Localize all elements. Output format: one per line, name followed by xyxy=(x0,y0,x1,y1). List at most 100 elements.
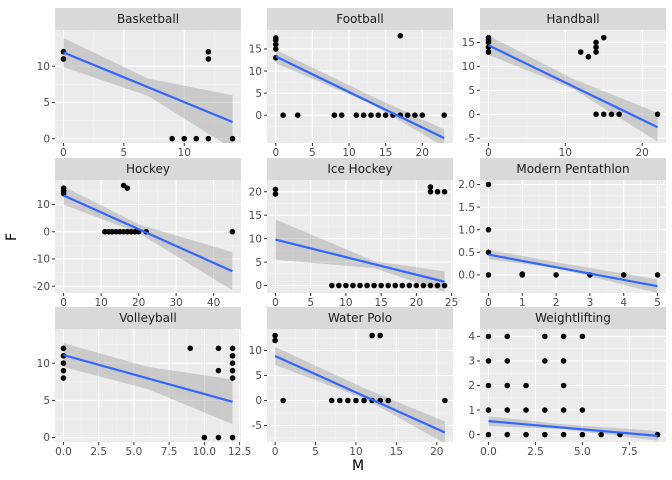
y-tick-label: 5 xyxy=(43,395,50,407)
data-point xyxy=(579,333,586,340)
facet-panel: Water Polo 0 5 10 15 20 -5 0 5 10 xyxy=(249,307,453,458)
facet-strip xyxy=(55,8,241,30)
x-tick-label: 5 xyxy=(121,147,128,159)
data-point xyxy=(229,345,236,352)
confidence-band xyxy=(275,219,445,292)
x-tick-label: 1 xyxy=(519,297,526,309)
data-point xyxy=(294,112,301,118)
y-tick-label: -10 xyxy=(33,254,50,266)
data-point xyxy=(504,407,511,413)
y-tick-label: 5 xyxy=(255,257,262,269)
y-axis-title: F xyxy=(4,233,20,241)
x-tick-label: 20 xyxy=(430,446,443,458)
data-point xyxy=(272,186,279,193)
x-tick-label: 3 xyxy=(587,297,594,309)
data-point xyxy=(360,112,367,118)
data-point xyxy=(600,34,607,41)
x-tick-label: 5 xyxy=(307,297,314,309)
facet-strip xyxy=(267,158,453,180)
data-point xyxy=(419,112,426,118)
data-point xyxy=(519,271,526,277)
data-point xyxy=(215,367,222,374)
data-point xyxy=(364,282,370,289)
regression-line xyxy=(275,55,445,140)
data-point xyxy=(201,434,208,441)
data-point xyxy=(187,345,194,352)
y-tick-label: 0 xyxy=(468,429,475,441)
x-tick-label: 5.0 xyxy=(126,446,143,458)
panel-plot-area xyxy=(272,32,448,143)
y-tick-label: 2 xyxy=(468,380,475,392)
data-point xyxy=(620,272,627,278)
data-point xyxy=(272,337,278,344)
data-point xyxy=(654,272,661,278)
x-tick-label: 4 xyxy=(620,297,627,309)
y-tick-label: 0 xyxy=(43,133,50,145)
facet-strip xyxy=(480,8,666,30)
data-point xyxy=(585,54,592,60)
data-point xyxy=(124,185,131,191)
data-point xyxy=(485,226,492,233)
data-point xyxy=(336,397,343,404)
x-tick-label: 10 xyxy=(342,147,355,159)
x-tick-label: 10 xyxy=(559,147,572,159)
data-point xyxy=(523,431,529,438)
data-point xyxy=(523,382,529,389)
data-point xyxy=(553,272,559,278)
data-point xyxy=(485,431,492,438)
x-tick-label: 7.5 xyxy=(621,446,638,458)
data-point xyxy=(593,39,599,46)
data-point xyxy=(272,191,279,197)
x-tick-label: 0 xyxy=(60,297,67,309)
y-tick-label: -5 xyxy=(465,133,475,145)
data-point xyxy=(579,431,586,438)
y-tick-label: 0.5 xyxy=(458,247,475,259)
x-tick-label: 15 xyxy=(374,297,387,309)
data-point xyxy=(280,397,286,404)
confidence-band xyxy=(63,343,233,425)
y-tick-label: 0 xyxy=(43,432,50,444)
x-tick-label: 7.5 xyxy=(161,446,178,458)
data-point xyxy=(442,397,448,404)
data-point xyxy=(441,112,448,118)
y-tick-label: 10 xyxy=(37,358,50,370)
data-point xyxy=(406,282,413,289)
data-point xyxy=(427,282,434,289)
data-point xyxy=(399,282,406,289)
x-tick-label: 20 xyxy=(635,147,648,159)
data-point xyxy=(485,49,492,55)
data-point xyxy=(392,282,399,289)
data-point xyxy=(485,249,492,256)
x-tick-label: 25 xyxy=(445,297,458,309)
data-point xyxy=(272,332,278,339)
data-point xyxy=(485,272,492,278)
panel-plot-area xyxy=(272,332,448,442)
panel-plot-area xyxy=(60,182,236,291)
y-tick-label: 2.0 xyxy=(458,179,475,191)
data-point xyxy=(60,367,67,374)
data-point xyxy=(229,375,236,381)
data-point xyxy=(229,228,236,235)
y-tick-label: 10 xyxy=(37,61,50,73)
regression-line xyxy=(63,353,233,403)
facet-title: Handball xyxy=(546,12,599,26)
facet-title: Water Polo xyxy=(328,311,392,325)
facet-strip xyxy=(267,307,453,329)
regression-line xyxy=(487,44,659,129)
confidence-band xyxy=(488,35,658,142)
data-point xyxy=(331,112,338,118)
x-tick-label: 12.5 xyxy=(228,446,251,458)
y-tick-label: 1.5 xyxy=(458,202,475,214)
x-tick-label: 0.0 xyxy=(55,446,72,458)
data-point xyxy=(504,431,511,438)
x-tick-label: 0 xyxy=(272,446,279,458)
data-point xyxy=(654,111,661,118)
data-point xyxy=(229,367,236,374)
data-point xyxy=(357,282,363,289)
data-point xyxy=(485,333,492,340)
data-point xyxy=(343,282,349,289)
data-point xyxy=(336,282,342,289)
data-point xyxy=(397,32,404,39)
data-point xyxy=(560,382,567,389)
